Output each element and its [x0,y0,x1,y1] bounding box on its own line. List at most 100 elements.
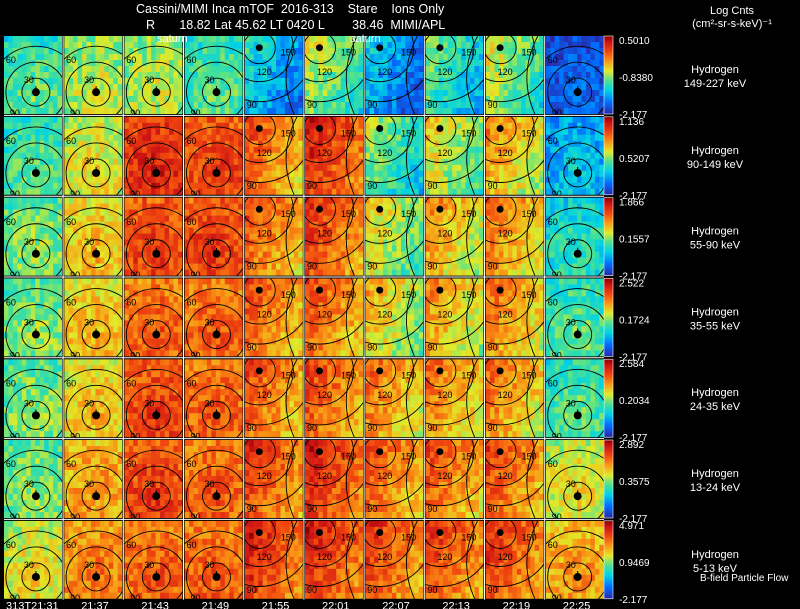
contour-label: 120 [377,552,392,562]
inca-image-panel: 90 120 150 [305,520,363,599]
species-label: Hydrogen [691,306,739,318]
saturn-marker [436,286,444,294]
saturn-marker [212,572,221,581]
colorbar-mid-label: 0.1724 [619,315,650,326]
species-label: Hydrogen [691,468,739,480]
contour-label: 150 [341,452,356,462]
contour-label: 90 [10,593,20,603]
saturn-marker [496,205,504,213]
inca-image-panel: 90 120 150 [365,440,424,518]
saturn-marker [316,44,323,52]
contour-label: 90 [191,270,201,280]
saturn-marker [212,168,221,177]
contour-label: 150 [522,452,537,462]
inca-image-panel: 30 60 90 [124,520,183,599]
inca-image-panel: 30 60 90 [184,359,243,438]
contour-label: 90 [130,189,140,199]
saturn-label: saturn [157,33,188,45]
contour-label: 90 [307,181,317,191]
contour-label: 90 [10,351,20,361]
contour-label: 90 [70,351,80,361]
contour-label: 120 [377,148,392,158]
colorbar-legend-units: (cm²-sr-s-keV)⁻¹ [692,18,772,30]
time-tick-label: 22:01 [322,601,350,609]
contour-label: 60 [187,55,197,65]
inca-image-panel: 30 60 90 [4,520,62,603]
inca-image-panel: 30 60 90 [184,520,243,603]
contour-label: 90 [307,342,317,352]
inca-image-panel: 90 120 150 [365,359,424,438]
inca-image-panel: 90 120 150 [425,520,484,599]
inca-image-panel: 30 60 90 [545,278,604,357]
inca-image-panel: 90 120 150 [244,116,303,195]
saturn-marker [496,367,504,375]
saturn-marker [31,330,40,339]
inca-image-panel: 30 60 90 [4,278,62,361]
contour-label: 120 [498,390,513,400]
contour-label: 150 [401,290,416,300]
inca-image-panel: 90 120 150 [485,36,544,114]
contour-label: 30 [84,398,94,408]
inca-image-panel: 90 120 150 [425,440,484,518]
contour-label: 150 [461,128,476,138]
inca-image-panel: 30 60 90 [124,36,183,118]
contour-label: 120 [498,229,513,239]
saturn-marker [573,492,582,501]
saturn-marker [255,367,263,375]
saturn-marker [436,367,444,375]
inca-image-panel: 30 60 90 [545,36,604,114]
contour-label: 150 [401,209,416,219]
contour-label: 60 [6,459,16,469]
contour-label: 90 [130,431,140,441]
contour-label: 150 [281,48,296,58]
inca-image-panel: 30 60 90 [184,36,243,114]
contour-label: 60 [187,217,197,227]
contour-label: 90 [552,189,562,199]
contour-label: 30 [24,479,34,489]
contour-label: 90 [130,108,140,118]
contour-label: 30 [205,398,215,408]
species-label: Hydrogen [691,387,739,399]
inca-image-panel: 30 60 90 [124,440,183,518]
species-label: Hydrogen [691,64,739,76]
saturn-marker [31,492,40,501]
inca-image-panel: 30 60 90 [124,278,183,357]
time-tick-label: 22:13 [442,601,470,609]
contour-label: 150 [341,128,356,138]
contour-label: 60 [126,298,136,308]
contour-label: 90 [247,585,257,595]
contour-label: 60 [187,298,197,308]
colorbar-min-label: -2.177 [619,514,648,525]
contour-label: 150 [522,128,537,138]
colorbar [603,520,614,600]
contour-label: 120 [257,390,272,400]
contour-label: 120 [437,148,452,158]
time-tick-label: 22:25 [563,601,591,609]
saturn-marker [436,205,444,213]
contour-label: 30 [24,156,34,166]
colorbar-legend-title: Log Cnts [709,5,755,17]
saturn-marker [212,330,221,339]
saturn-marker [92,330,101,339]
saturn-marker [212,492,221,501]
inca-image-panel: 30 60 90 [4,197,62,280]
contour-label: 150 [401,128,416,138]
contour-label: 90 [307,585,317,595]
colorbar [603,116,614,196]
contour-label: 90 [10,270,20,280]
inca-image-panel: 90 120 150 [485,440,544,518]
contour-label: 90 [488,100,498,110]
contour-label: 30 [205,560,215,570]
contour-label: 90 [191,593,201,603]
contour-label: 30 [24,237,34,247]
contour-label: 150 [522,532,537,542]
inca-image-panel: 30 60 90 [545,197,604,276]
contour-label: 120 [257,67,272,77]
time-tick-label: 21:55 [262,601,290,609]
inca-image-panel: 90 120 150 [365,197,424,276]
saturn-marker [573,249,582,258]
contour-label: 30 [566,560,576,570]
contour-label: 60 [548,136,558,146]
contour-label: 150 [401,371,416,381]
contour-label: 60 [126,217,136,227]
